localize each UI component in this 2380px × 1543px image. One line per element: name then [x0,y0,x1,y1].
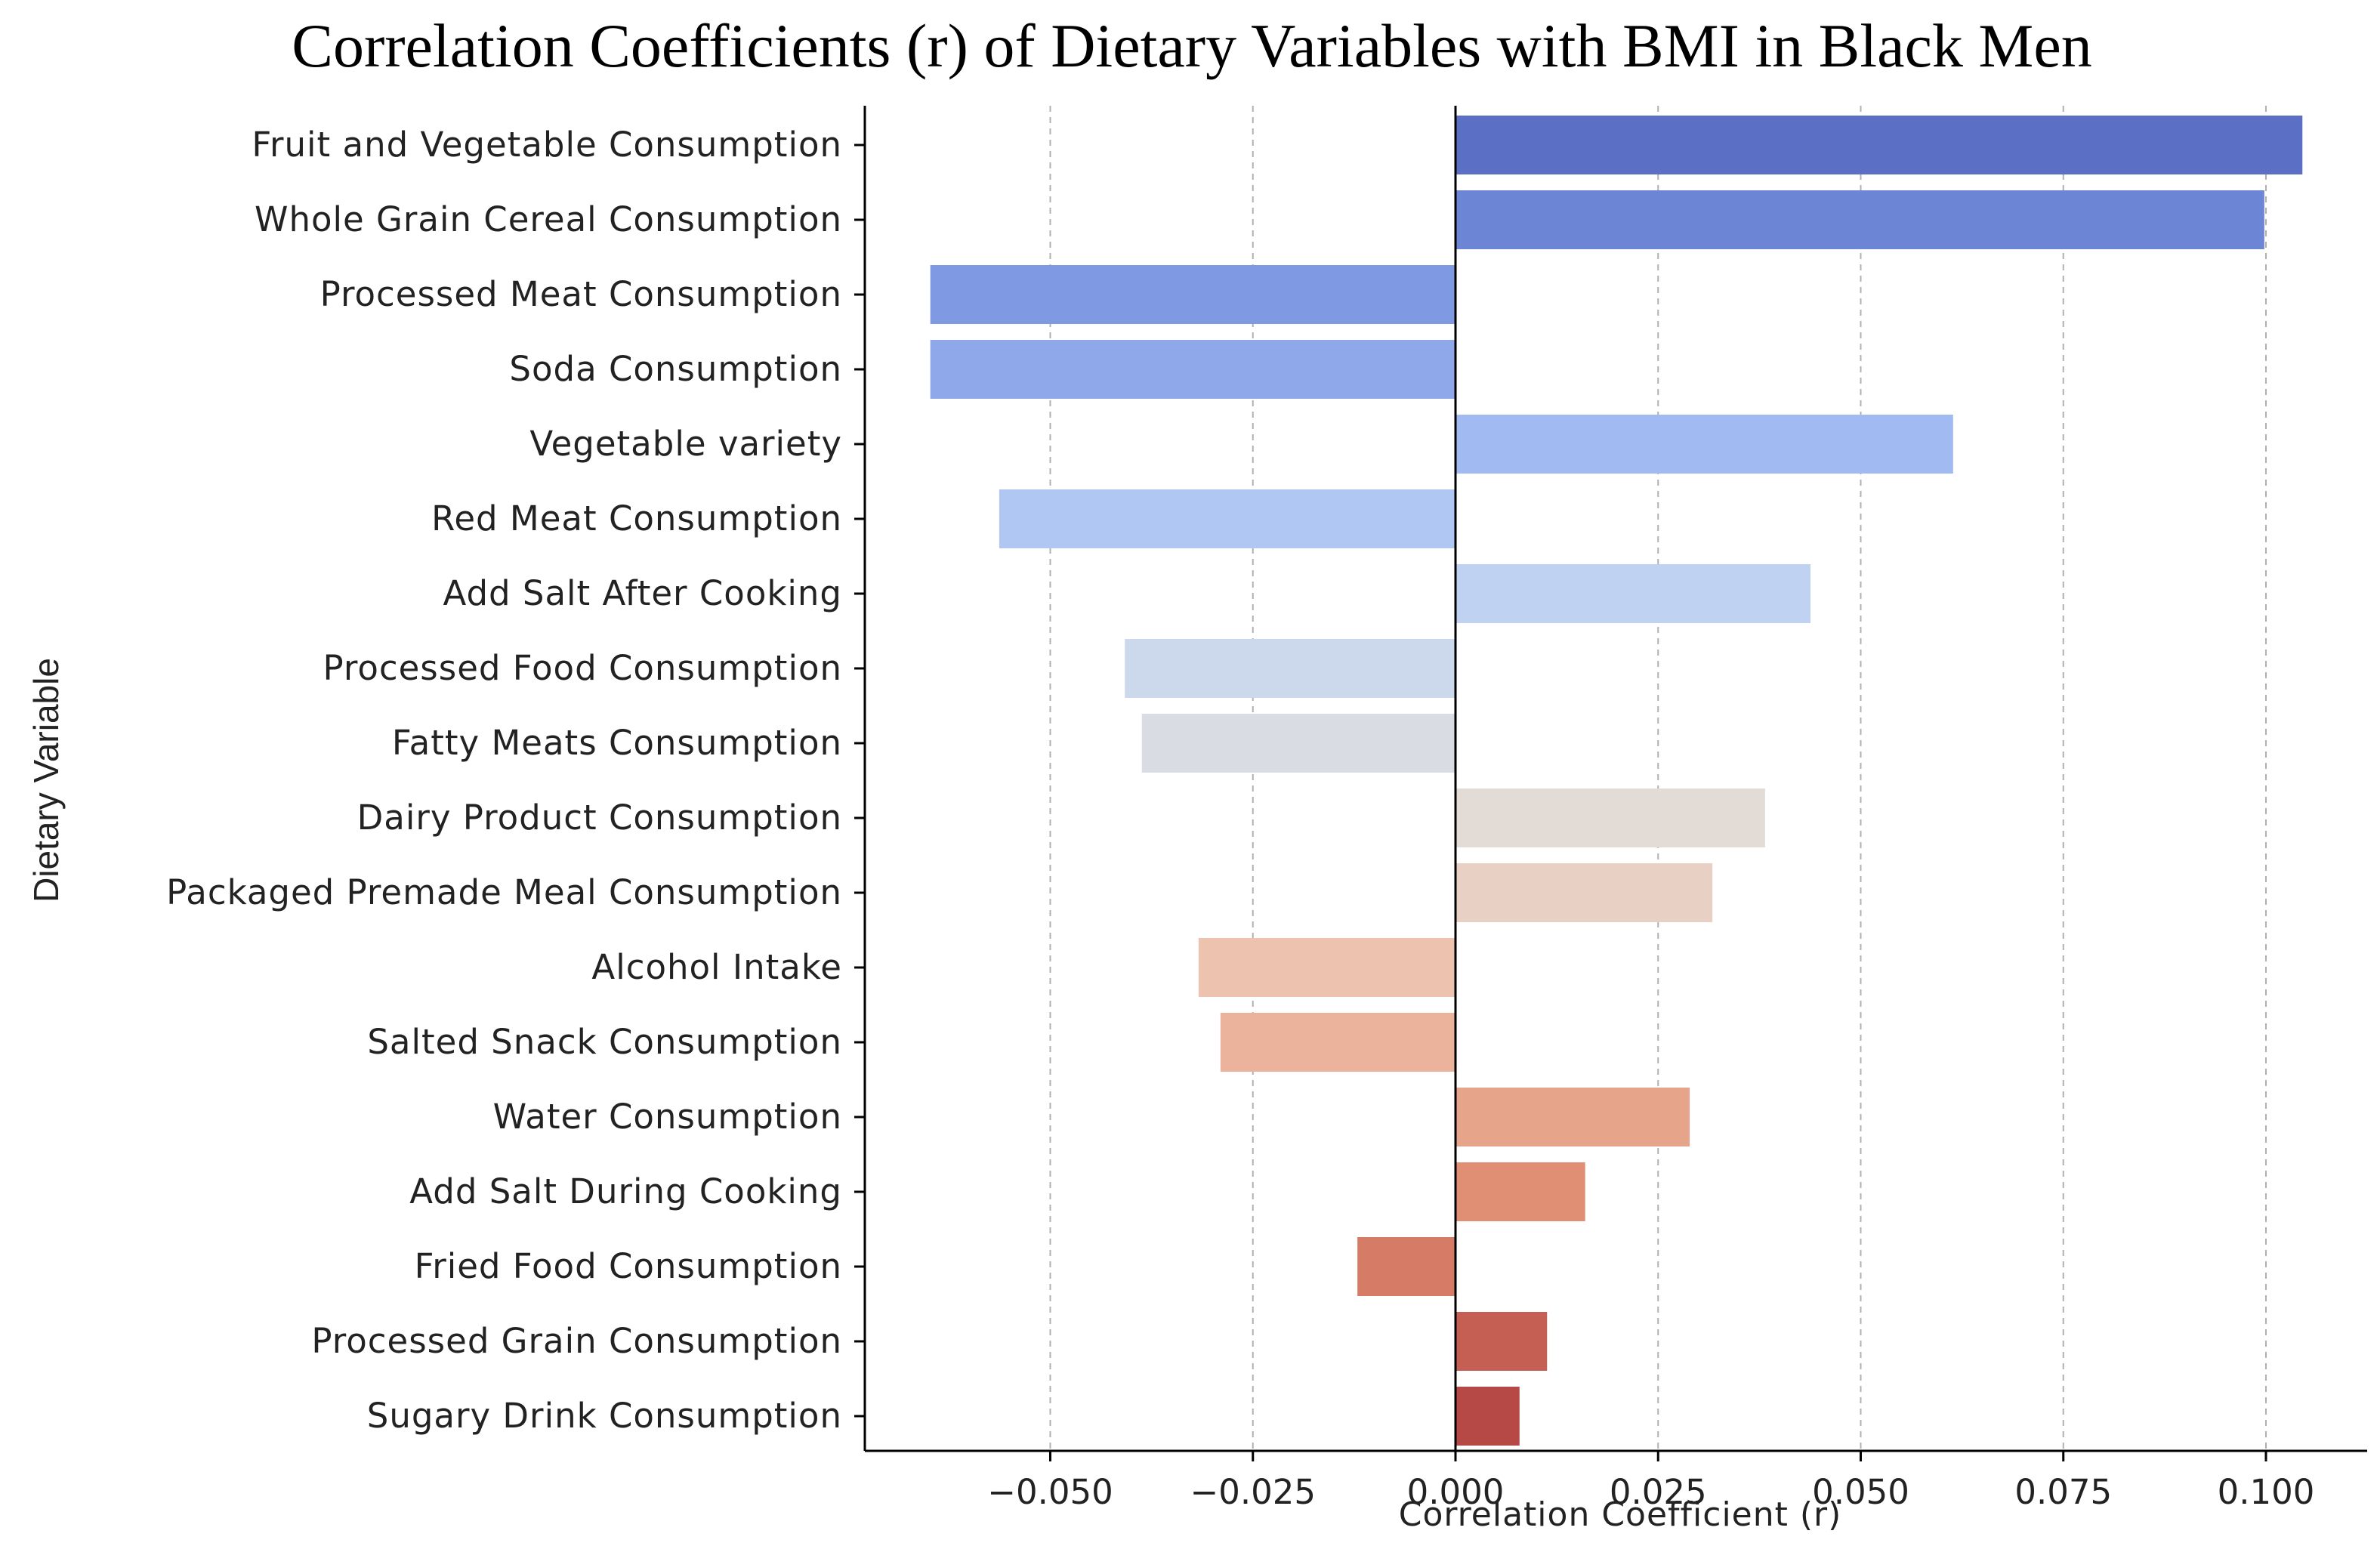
x-axis-label: Correlation Coefficient (r) [1399,1495,1842,1534]
x-tick-label: 0.025 [1610,1472,1707,1512]
x-tick-label: 0.100 [2218,1472,2315,1512]
bar [1125,639,1455,698]
category-labels: Fruit and Vegetable Consumption Whole Gra… [166,125,842,1436]
bar [1455,1162,1585,1221]
bar [930,340,1455,399]
category-label: Fried Food Consumption [415,1246,842,1286]
category-label: Alcohol Intake [591,947,842,987]
bar [1455,1088,1690,1146]
axes [854,106,2367,1461]
x-tick-label: 0.050 [1812,1472,1909,1512]
bar [1198,938,1455,997]
category-label: Red Meat Consumption [431,498,842,539]
bar [1455,415,1953,474]
x-tick-label: 0.075 [2014,1472,2112,1512]
category-label: Add Salt During Cooking [409,1171,842,1211]
chart-title: Correlation Coefficients (r) of Dietary … [292,11,2092,80]
bar [1455,564,1810,623]
bar [1220,1013,1455,1072]
category-label: Whole Grain Cereal Consumption [255,199,842,239]
category-label: Processed Grain Consumption [311,1321,842,1361]
category-label: Add Salt After Cooking [443,573,842,613]
bar [1141,714,1455,773]
category-label: Sugary Drink Consumption [367,1396,842,1436]
bars [930,116,2303,1446]
category-label: Soda Consumption [509,349,842,389]
category-label: Dairy Product Consumption [357,798,842,838]
bar [999,489,1455,548]
bar [1357,1237,1455,1296]
category-label: Fatty Meats Consumption [392,723,842,763]
category-label: Vegetable variety [529,424,842,464]
bar [1455,863,1713,922]
x-tick-label: −0.025 [1190,1472,1316,1512]
bar [1455,788,1765,847]
y-axis-label: Dietary Variable [26,658,66,903]
category-label: Processed Meat Consumption [320,274,842,314]
bar [1455,1387,1520,1446]
bar [1455,1312,1548,1371]
category-label: Packaged Premade Meal Consumption [166,872,842,912]
bar [930,265,1455,324]
x-tick-label: 0.000 [1407,1472,1505,1512]
x-tick-label: −0.050 [987,1472,1113,1512]
bar [1455,190,2264,249]
category-label: Water Consumption [493,1097,842,1137]
x-tick-labels: −0.050 −0.025 0.000 0.025 0.050 0.075 0.100 [987,1472,2314,1512]
bar [1455,116,2303,174]
category-label: Processed Food Consumption [323,648,842,688]
category-label: Salted Snack Consumption [367,1022,842,1062]
category-label: Fruit and Vegetable Consumption [252,125,842,165]
gridlines [1049,106,2267,1451]
